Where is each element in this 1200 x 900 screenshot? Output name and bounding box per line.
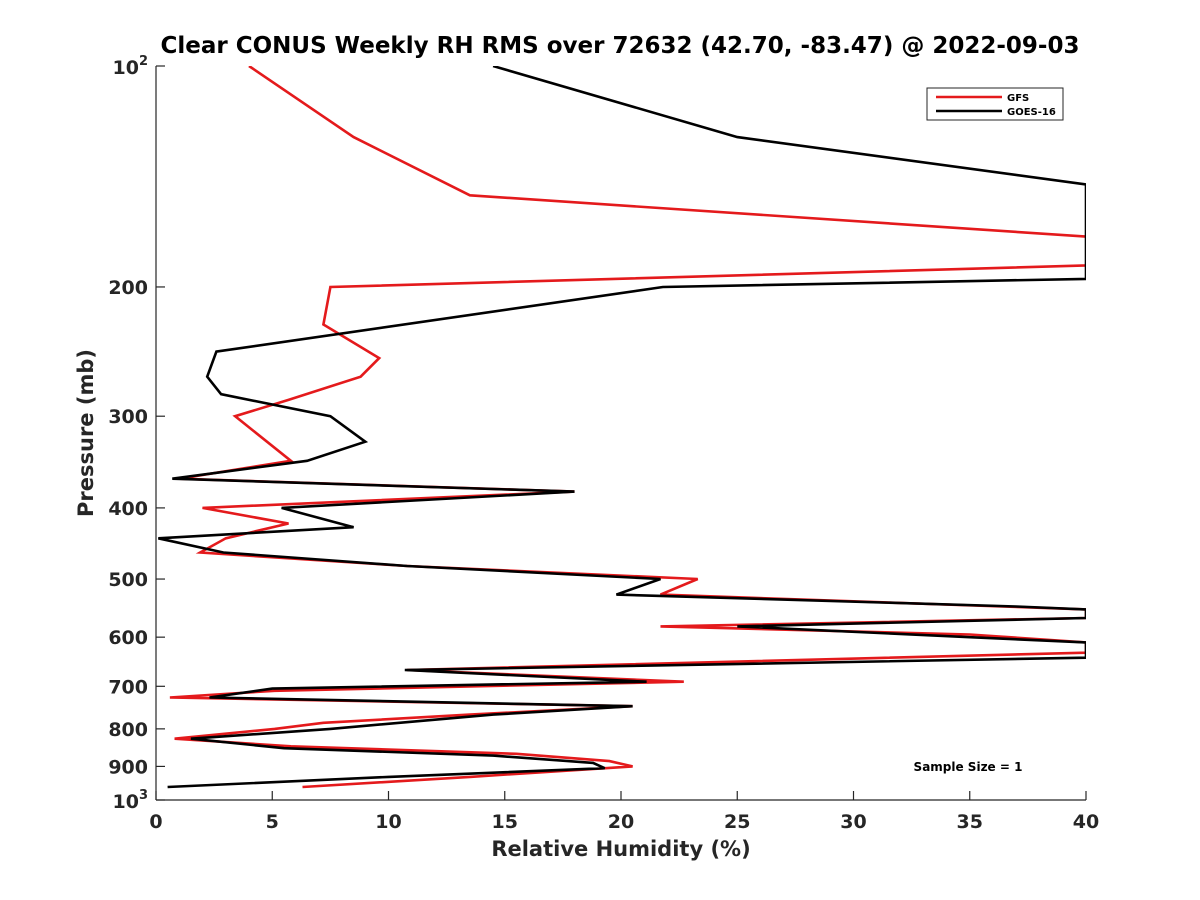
y-axis-label: Pressure (mb) <box>74 349 98 517</box>
x-tick-label: 35 <box>957 811 983 833</box>
y-tick-label: 500 <box>108 569 148 591</box>
x-tick-label: 30 <box>840 811 866 833</box>
series-line-goes-16 <box>158 66 1086 789</box>
x-tick-label: 40 <box>1073 811 1099 833</box>
legend-entry: GOES-16 <box>1007 107 1056 118</box>
y-tick-label: 102 <box>113 54 149 79</box>
x-tick-label: 20 <box>608 811 634 833</box>
y-tick-label: 103 <box>113 788 149 813</box>
legend-entry: GFS <box>1007 93 1029 104</box>
y-tick-label: 200 <box>108 277 148 299</box>
axis-ticks: 0 5 10 15 20 25 30 35 40 200 300 400 500 600 700 800 900… <box>108 54 1099 833</box>
series-line-gfs <box>169 66 1086 789</box>
x-tick-label: 0 <box>149 811 162 833</box>
x-tick-label: 25 <box>724 811 750 833</box>
y-tick-label: 600 <box>108 627 148 649</box>
y-tick-label: 700 <box>108 676 148 698</box>
y-tick-label: 400 <box>108 498 148 520</box>
chart-title: Clear CONUS Weekly RH RMS over 72632 (42… <box>161 33 1080 59</box>
legend-box <box>926 87 1064 121</box>
y-tick-label: 800 <box>108 719 148 741</box>
plot-area <box>158 66 1086 789</box>
x-axis-label: Relative Humidity (%) <box>491 837 750 861</box>
x-tick-label: 10 <box>375 811 401 833</box>
x-tick-label: 15 <box>492 811 518 833</box>
legend: GFS GOES-16 <box>926 87 1064 121</box>
y-tick-label: 900 <box>108 756 148 778</box>
sample-size-annotation: Sample Size = 1 <box>914 760 1023 774</box>
y-tick-label: 300 <box>108 406 148 428</box>
x-tick-label: 5 <box>266 811 279 833</box>
